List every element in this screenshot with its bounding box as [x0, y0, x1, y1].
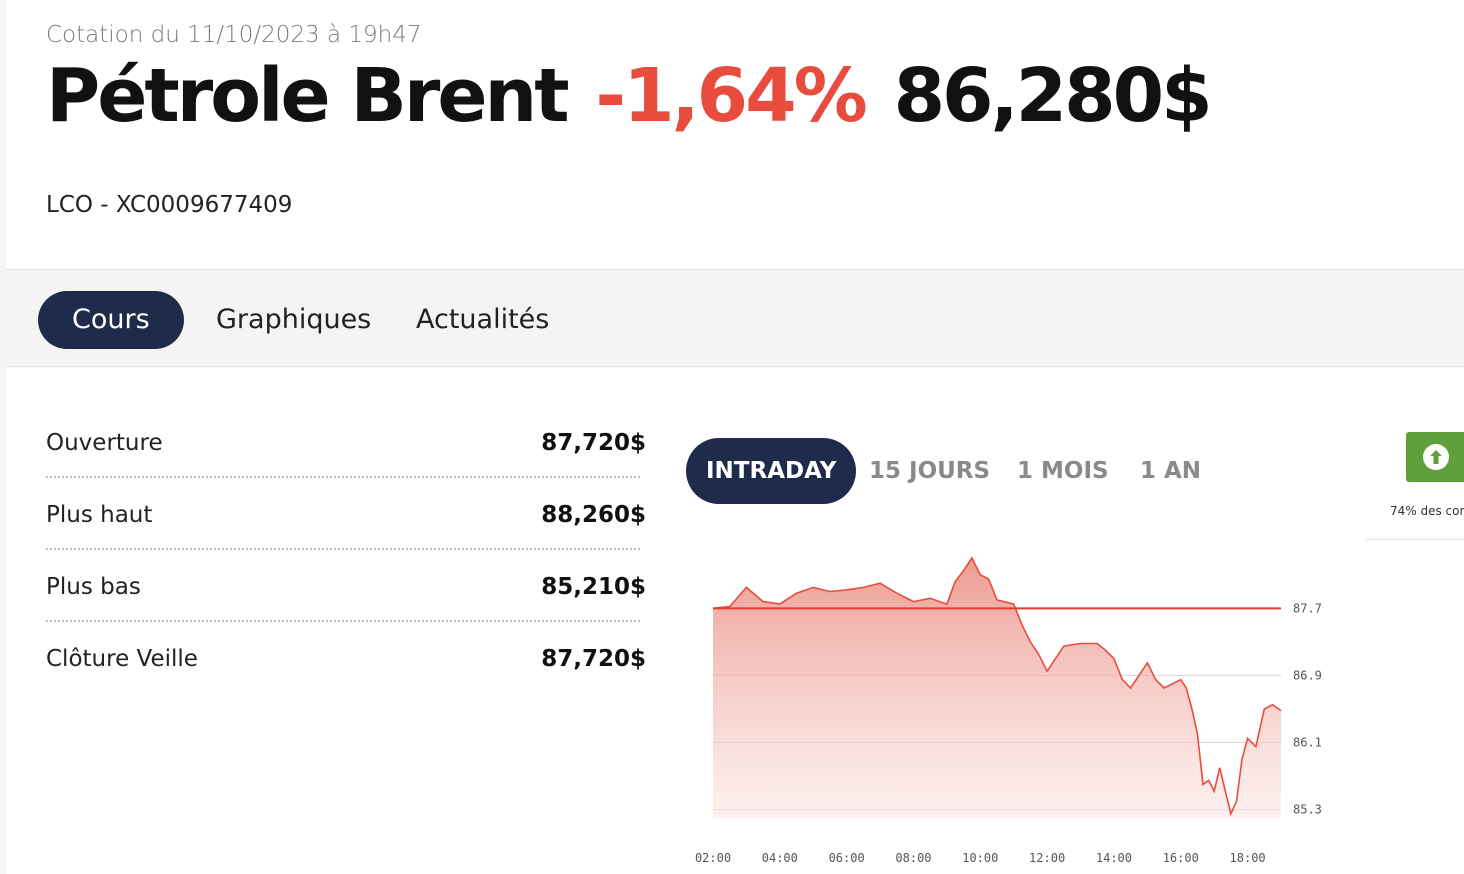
price-change: -1,64% [595, 53, 867, 139]
arrow-up-circle-icon [1423, 444, 1449, 470]
isin-code: LCO - XC0009677409 [46, 192, 293, 218]
stat-row-plus-haut: Plus haut 88,260$ [46, 480, 646, 552]
x-tick-label: 08:00 [895, 851, 931, 865]
stat-value: 85,210$ [541, 574, 646, 600]
row-divider [46, 476, 640, 478]
x-tick-label: 06:00 [829, 851, 865, 865]
stat-label: Clôture Veille [46, 646, 198, 672]
period-tab-intraday[interactable]: INTRADAY [686, 438, 857, 504]
period-tab-15-jours[interactable]: 15 JOURS [869, 458, 991, 484]
last-price: 86,280$ [893, 53, 1213, 139]
instrument-name: Pétrole Brent [46, 53, 570, 139]
x-tick-label: 12:00 [1029, 851, 1065, 865]
y-tick-label: 85.3 [1293, 803, 1322, 817]
stat-value: 88,260$ [541, 502, 646, 528]
quote-header: Cotation du 11/10/2023 à 19h47 Pétrole B… [6, 0, 1464, 268]
chart-area [713, 558, 1281, 818]
tab-graphiques[interactable]: Graphiques [216, 304, 372, 335]
sentiment-widget: 74% des con [1366, 428, 1464, 540]
chart-line [712, 556, 1282, 817]
page-title: Pétrole Brent -1,64% 86,280$ [46, 52, 1213, 141]
y-tick-label: 87.7 [1293, 601, 1322, 615]
main-content: Ouverture 87,720$ Plus haut 88,260$ Plus… [6, 368, 1464, 874]
x-tick-label: 16:00 [1163, 851, 1199, 865]
period-tab-1-mois[interactable]: 1 MOIS [1017, 458, 1109, 484]
stat-value: 87,720$ [541, 646, 646, 672]
quote-date: Cotation du 11/10/2023 à 19h47 [46, 22, 422, 48]
stat-value: 87,720$ [541, 430, 646, 456]
stat-row-ouverture: Ouverture 87,720$ [46, 408, 646, 480]
stat-row-cloture-veille: Clôture Veille 87,720$ [46, 624, 646, 696]
section-tabs: Cours Graphiques Actualités [6, 269, 1464, 367]
tab-cours[interactable]: Cours [38, 291, 184, 349]
row-divider [46, 620, 640, 622]
x-tick-label: 10:00 [962, 851, 998, 865]
vote-up-button[interactable] [1406, 432, 1464, 482]
x-tick-label: 02:00 [695, 851, 731, 865]
period-tab-1-an[interactable]: 1 AN [1140, 458, 1202, 484]
stat-label: Ouverture [46, 430, 163, 456]
stat-label: Plus bas [46, 574, 141, 600]
y-tick-label: 86.1 [1293, 736, 1322, 750]
sentiment-text: 74% des con [1390, 504, 1464, 518]
tab-actualites[interactable]: Actualités [416, 304, 550, 335]
row-divider [46, 548, 640, 550]
stats-table: Ouverture 87,720$ Plus haut 88,260$ Plus… [46, 408, 646, 696]
x-tick-label: 14:00 [1096, 851, 1132, 865]
x-tick-label: 04:00 [762, 851, 798, 865]
stat-row-plus-bas: Plus bas 85,210$ [46, 552, 646, 624]
stat-label: Plus haut [46, 502, 153, 528]
y-tick-label: 86.9 [1293, 668, 1322, 682]
x-tick-label: 18:00 [1230, 851, 1266, 865]
intraday-chart: 87.7 86.9 86.1 85.3 02:00 04:00 06:00 08:00 10:… [695, 556, 1322, 865]
